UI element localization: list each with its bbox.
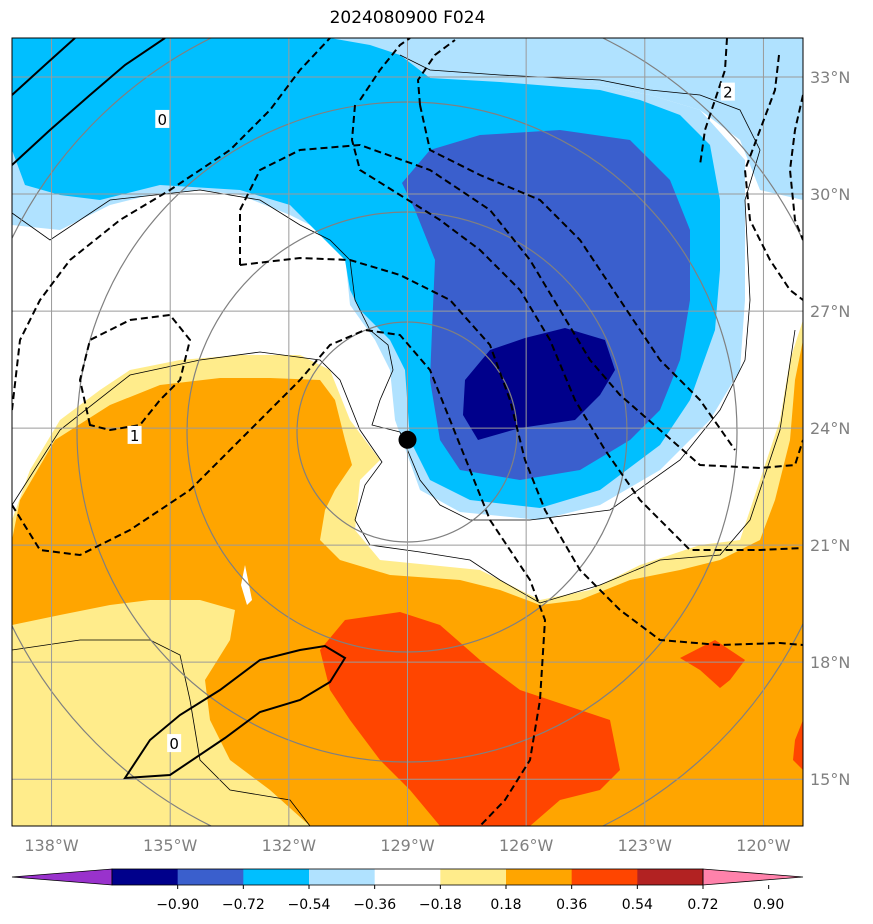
colorbar-segment [309,869,376,885]
lon-tick-label: 132°W [262,836,317,855]
contour-label: 2 [723,84,733,102]
contour-label-bg [720,82,735,101]
longitude-tick-labels: 138°W 135°W 132°W 129°W 126°W 123°W 120°W [24,836,790,855]
lon-tick-label: 135°W [143,836,198,855]
colorbar-segment [637,869,704,885]
colorbar: −0.90 −0.72 −0.54 −0.36 −0.18 0.18 0.36 0.54 0.7… [11,868,804,913]
colorbar-extend-high [702,868,804,886]
colorbar-label: 0.18 [490,897,521,913]
lat-tick-label: 18°N [810,653,850,672]
colorbar-segment [440,869,507,885]
lon-tick-label: 126°W [499,836,554,855]
colorbar-segment [243,869,310,885]
colorbar-label: 0.36 [556,897,587,913]
latitude-tick-labels: 33°N 30°N 27°N 24°N 21°N 18°N 15°N [810,68,850,789]
solid-contour-nw-1 [12,38,76,96]
contour-label-bg [155,109,170,128]
dashed-contours [12,38,803,826]
contour-label: 1 [130,427,140,445]
colorbar-segment [112,869,179,885]
field-orangered-main [320,612,620,826]
field-orangered-corner [793,720,803,770]
lon-tick-label: 120°W [736,836,791,855]
solid-contour-sw-loop [123,644,347,780]
colorbar-label: 0.54 [622,897,653,913]
solid-contours [12,38,347,780]
contour-label-bg [127,425,142,444]
outline-storm [399,54,761,521]
colorbar-segment [571,869,638,885]
lat-tick-label: 27°N [810,302,850,321]
dashed-contour-j [743,54,803,301]
dashed-contour-loop-west [78,313,192,432]
dashed-contour-b [12,328,547,826]
lat-tick-label: 24°N [810,419,850,438]
solid-contour-nw-2 [12,38,166,166]
map-title: 2024080900 F024 [329,8,486,28]
contour-labels: 0 2 1 0 [127,82,735,753]
map-plot-area: 0 2 1 0 [12,38,803,826]
field-orangered-east [680,640,745,688]
storm-center-marker [398,430,417,449]
colorbar-segment [506,869,573,885]
colorbar-segment [177,869,244,885]
lat-tick-label: 21°N [810,536,850,555]
field-white-island [241,565,252,605]
gridlines [12,38,803,826]
dashed-contour-h [419,104,736,451]
colorbar-extend-low [11,868,113,886]
lon-tick-label: 129°W [380,836,435,855]
colorbar-label: −0.18 [419,897,462,913]
colorbar-frame [111,868,704,886]
dashed-contour-a [12,38,331,411]
lat-tick-label: 15°N [810,770,850,789]
map-frame [11,37,804,827]
outline-west [12,639,311,826]
colorbar-label: −0.54 [288,897,331,913]
colorbar-label: −0.36 [353,897,396,913]
dashed-contour-d [239,256,803,647]
lon-tick-label: 123°W [618,836,673,855]
colorbar-label: −0.72 [222,897,265,913]
contour-label: 0 [169,735,179,753]
field-navy [463,328,615,440]
contour-label: 0 [158,111,168,129]
contour-label-bg [167,734,182,753]
dashed-contour-c [239,143,803,470]
lat-tick-label: 30°N [810,185,850,204]
colorbar-label: 0.72 [687,897,718,913]
colorbar-label: −0.90 [156,897,199,913]
dashed-contour-k [788,94,803,241]
dashed-contour-g [416,39,456,106]
lat-tick-label: 33°N [810,68,850,87]
lon-tick-label: 138°W [24,836,79,855]
colorbar-label: 0.90 [753,897,784,913]
colorbar-segment [374,869,441,885]
